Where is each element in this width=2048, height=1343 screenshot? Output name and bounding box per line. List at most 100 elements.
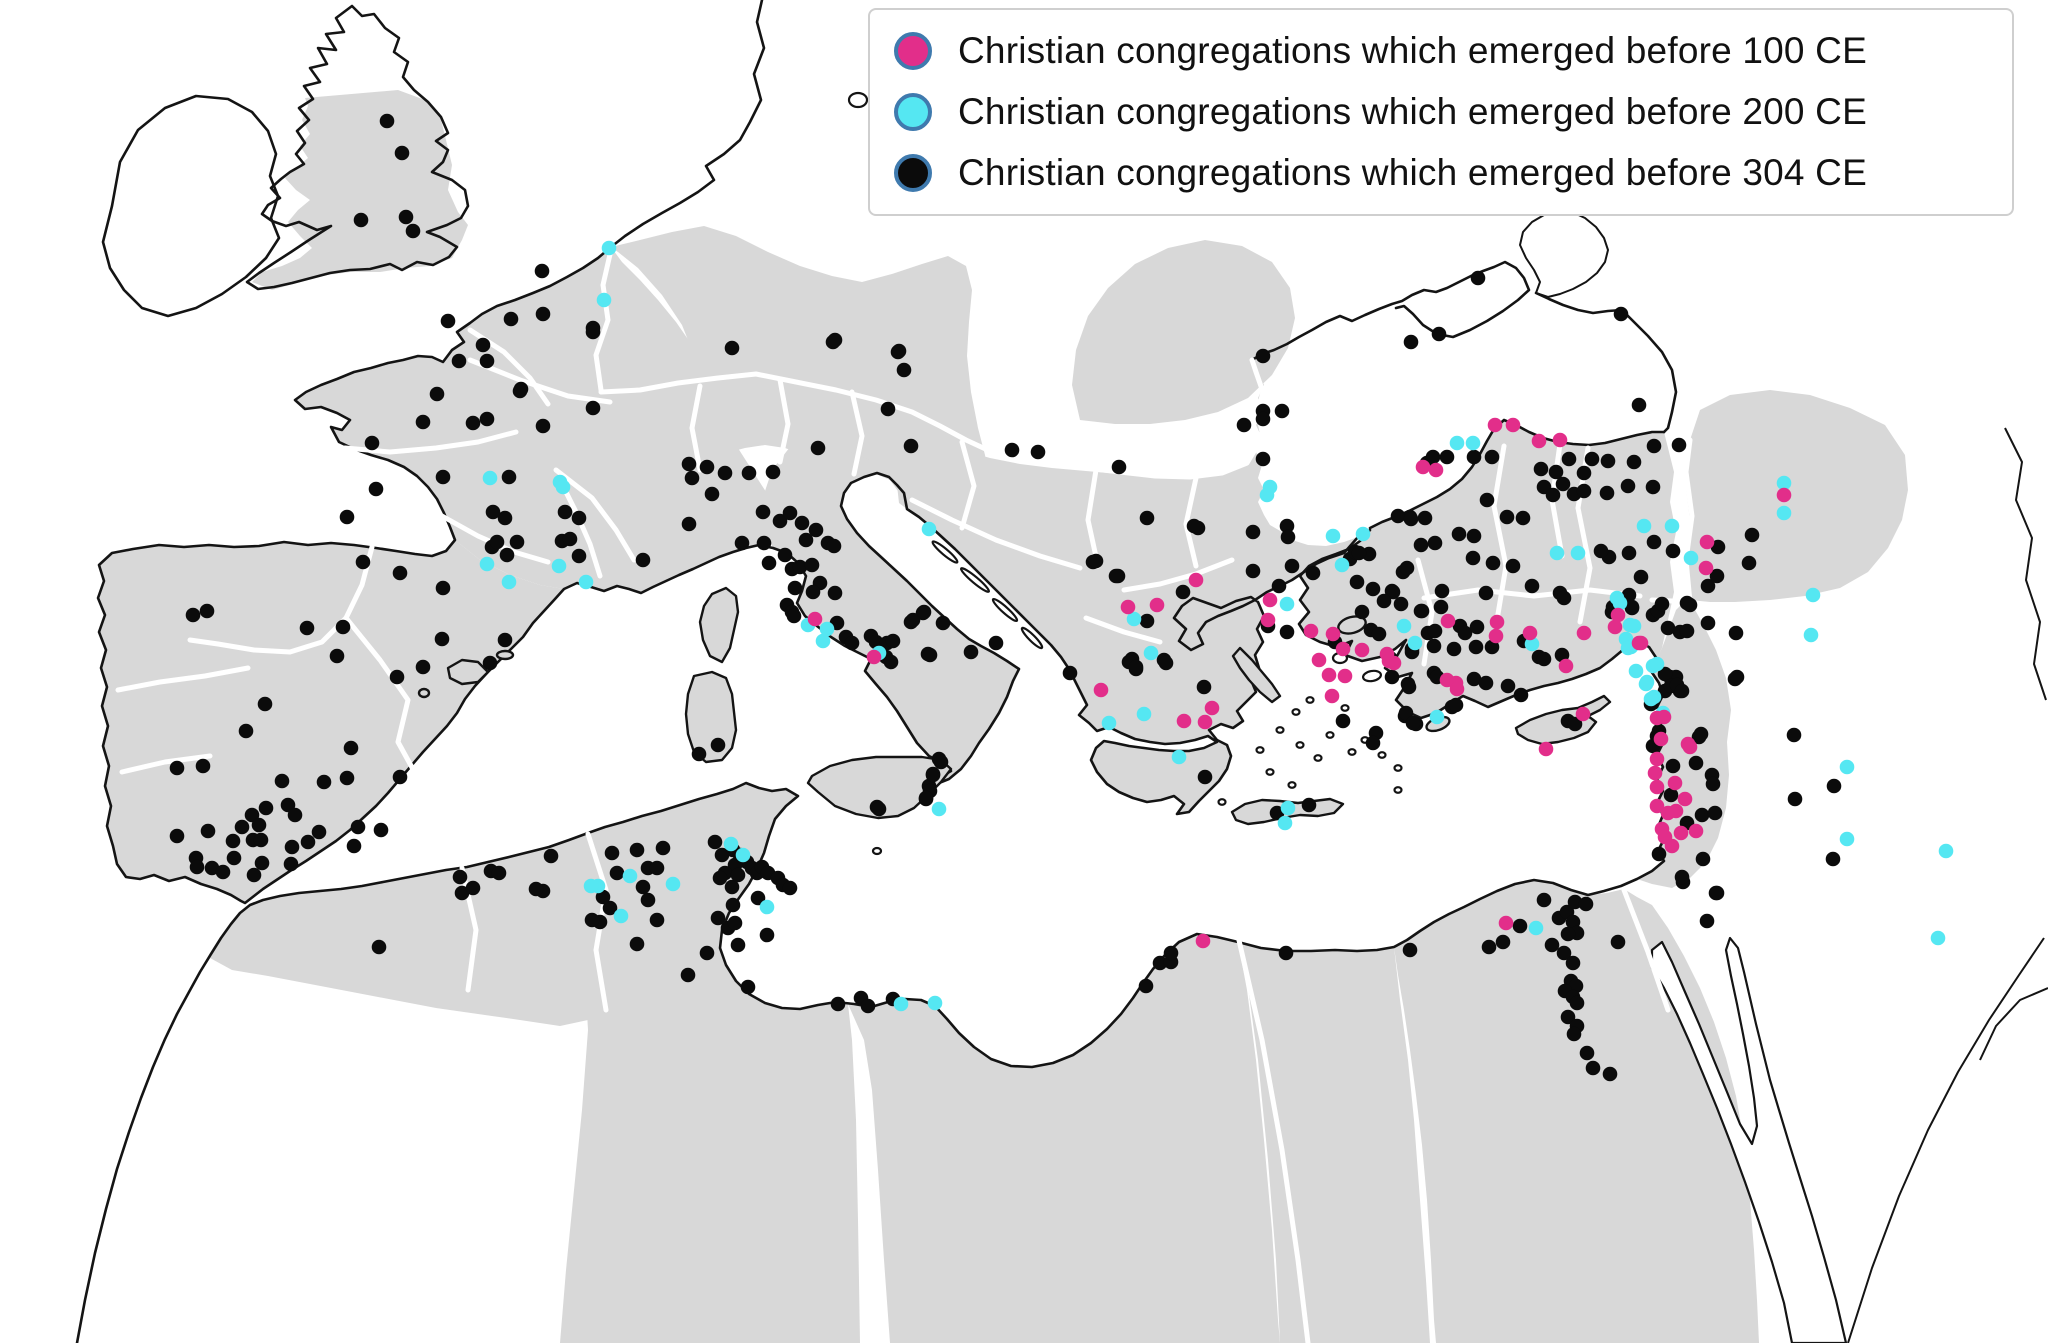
- congregation-dot: [1624, 599, 1640, 615]
- congregation-dot: [287, 807, 303, 823]
- congregation-dot: [830, 996, 846, 1012]
- congregation-dot: [1646, 534, 1662, 550]
- congregation-dot: [730, 937, 746, 953]
- congregation-dot: [1500, 678, 1516, 694]
- congregation-dot: [1839, 831, 1855, 847]
- congregation-dot: [435, 580, 451, 596]
- congregation-dot: [392, 565, 408, 581]
- congregation-dot: [1565, 914, 1581, 930]
- legend-marker-cyan: [894, 92, 932, 131]
- congregation-dot: [1657, 666, 1673, 682]
- congregation-dot: [1303, 623, 1319, 639]
- congregation-dot: [479, 353, 495, 369]
- congregation-dot: [1371, 626, 1387, 642]
- congregation-dot: [819, 621, 835, 637]
- legend-marker-black: [894, 154, 932, 193]
- congregation-dot: [1621, 545, 1637, 561]
- congregation-dot: [1393, 596, 1409, 612]
- map-legend: Christian congregations which emerged be…: [868, 8, 2014, 216]
- congregation-dot: [284, 839, 300, 855]
- congregation-dot: [1465, 550, 1481, 566]
- congregation-dot: [1776, 487, 1792, 503]
- congregation-dot: [933, 754, 949, 770]
- congregation-dot: [1505, 417, 1521, 433]
- congregation-dot: [1578, 896, 1594, 912]
- congregation-dot: [727, 915, 743, 931]
- congregation-dot: [1668, 803, 1684, 819]
- congregation-dot: [479, 411, 495, 427]
- congregation-dot: [730, 867, 746, 883]
- congregation-dot: [1449, 435, 1465, 451]
- congregation-dot: [1698, 560, 1714, 576]
- congregation-dot: [681, 456, 697, 472]
- congregation-dot: [1197, 714, 1213, 730]
- congregation-dot: [452, 869, 468, 885]
- congregation-dot: [782, 505, 798, 521]
- congregation-dot: [1649, 751, 1665, 767]
- congregation-dot: [601, 240, 617, 256]
- congregation-dot: [1399, 560, 1415, 576]
- congregation-dot: [1677, 791, 1693, 807]
- congregation-dot: [1499, 509, 1515, 525]
- congregation-dot: [1439, 449, 1455, 465]
- congregation-dot: [804, 557, 820, 573]
- congregation-dot: [1355, 526, 1371, 542]
- congregation-dot: [1417, 510, 1433, 526]
- congregation-dot: [1710, 539, 1726, 555]
- congregation-dot: [755, 504, 771, 520]
- congregation-dot: [1600, 453, 1616, 469]
- congregation-dot: [1673, 825, 1689, 841]
- congregation-dots-layer: [169, 113, 1954, 1082]
- congregation-dot: [415, 659, 431, 675]
- congregation-dot: [827, 332, 843, 348]
- congregation-dot: [465, 880, 481, 896]
- congregation-dot: [1325, 626, 1341, 642]
- congregation-dot: [512, 383, 528, 399]
- congregation-dot: [1136, 706, 1152, 722]
- legend-item-before-304: Christian congregations which emerged be…: [894, 152, 1988, 194]
- congregation-dot: [1278, 945, 1294, 961]
- congregation-dot: [805, 584, 821, 600]
- congregation-dot: [1552, 432, 1568, 448]
- congregation-dot: [1448, 697, 1464, 713]
- congregation-dot: [583, 878, 599, 894]
- legend-item-before-200: Christian congregations which emerged be…: [894, 91, 1988, 133]
- congregation-dot: [1269, 805, 1285, 821]
- congregation-dot: [234, 819, 250, 835]
- congregation-dot: [226, 850, 242, 866]
- congregation-dot: [1407, 635, 1423, 651]
- congregation-dot: [585, 324, 601, 340]
- congregation-dot: [429, 386, 445, 402]
- congregation-dot: [1186, 518, 1202, 534]
- congregation-dot: [379, 113, 395, 129]
- congregation-dot: [1280, 800, 1296, 816]
- congregation-dot: [1196, 679, 1212, 695]
- congregation-dot: [1593, 543, 1609, 559]
- congregation-dot: [169, 760, 185, 776]
- congregation-dot: [1126, 611, 1142, 627]
- congregation-dot: [935, 615, 951, 631]
- congregation-dot: [883, 654, 899, 670]
- congregation-dot: [1279, 518, 1295, 534]
- congregation-dot: [1108, 568, 1124, 584]
- congregation-dot: [398, 209, 414, 225]
- congregation-dot: [1709, 885, 1725, 901]
- congregation-dot: [1660, 620, 1676, 636]
- congregation-dot: [988, 635, 1004, 651]
- congregation-dot: [712, 870, 728, 886]
- congregation-dot: [1646, 438, 1662, 454]
- congregation-dot: [1938, 843, 1954, 859]
- congregation-dot: [1663, 787, 1679, 803]
- congregation-dot: [1236, 417, 1252, 433]
- congregation-dot: [339, 770, 355, 786]
- congregation-dot: [777, 547, 793, 563]
- congregation-dot: [827, 585, 843, 601]
- congregation-dot: [1255, 411, 1271, 427]
- congregation-dot: [1576, 483, 1592, 499]
- congregation-dot: [258, 800, 274, 816]
- congregation-dot: [1610, 607, 1626, 623]
- congregation-dot: [254, 855, 270, 871]
- congregation-dot: [1639, 674, 1655, 690]
- congregation-dot: [1544, 937, 1560, 953]
